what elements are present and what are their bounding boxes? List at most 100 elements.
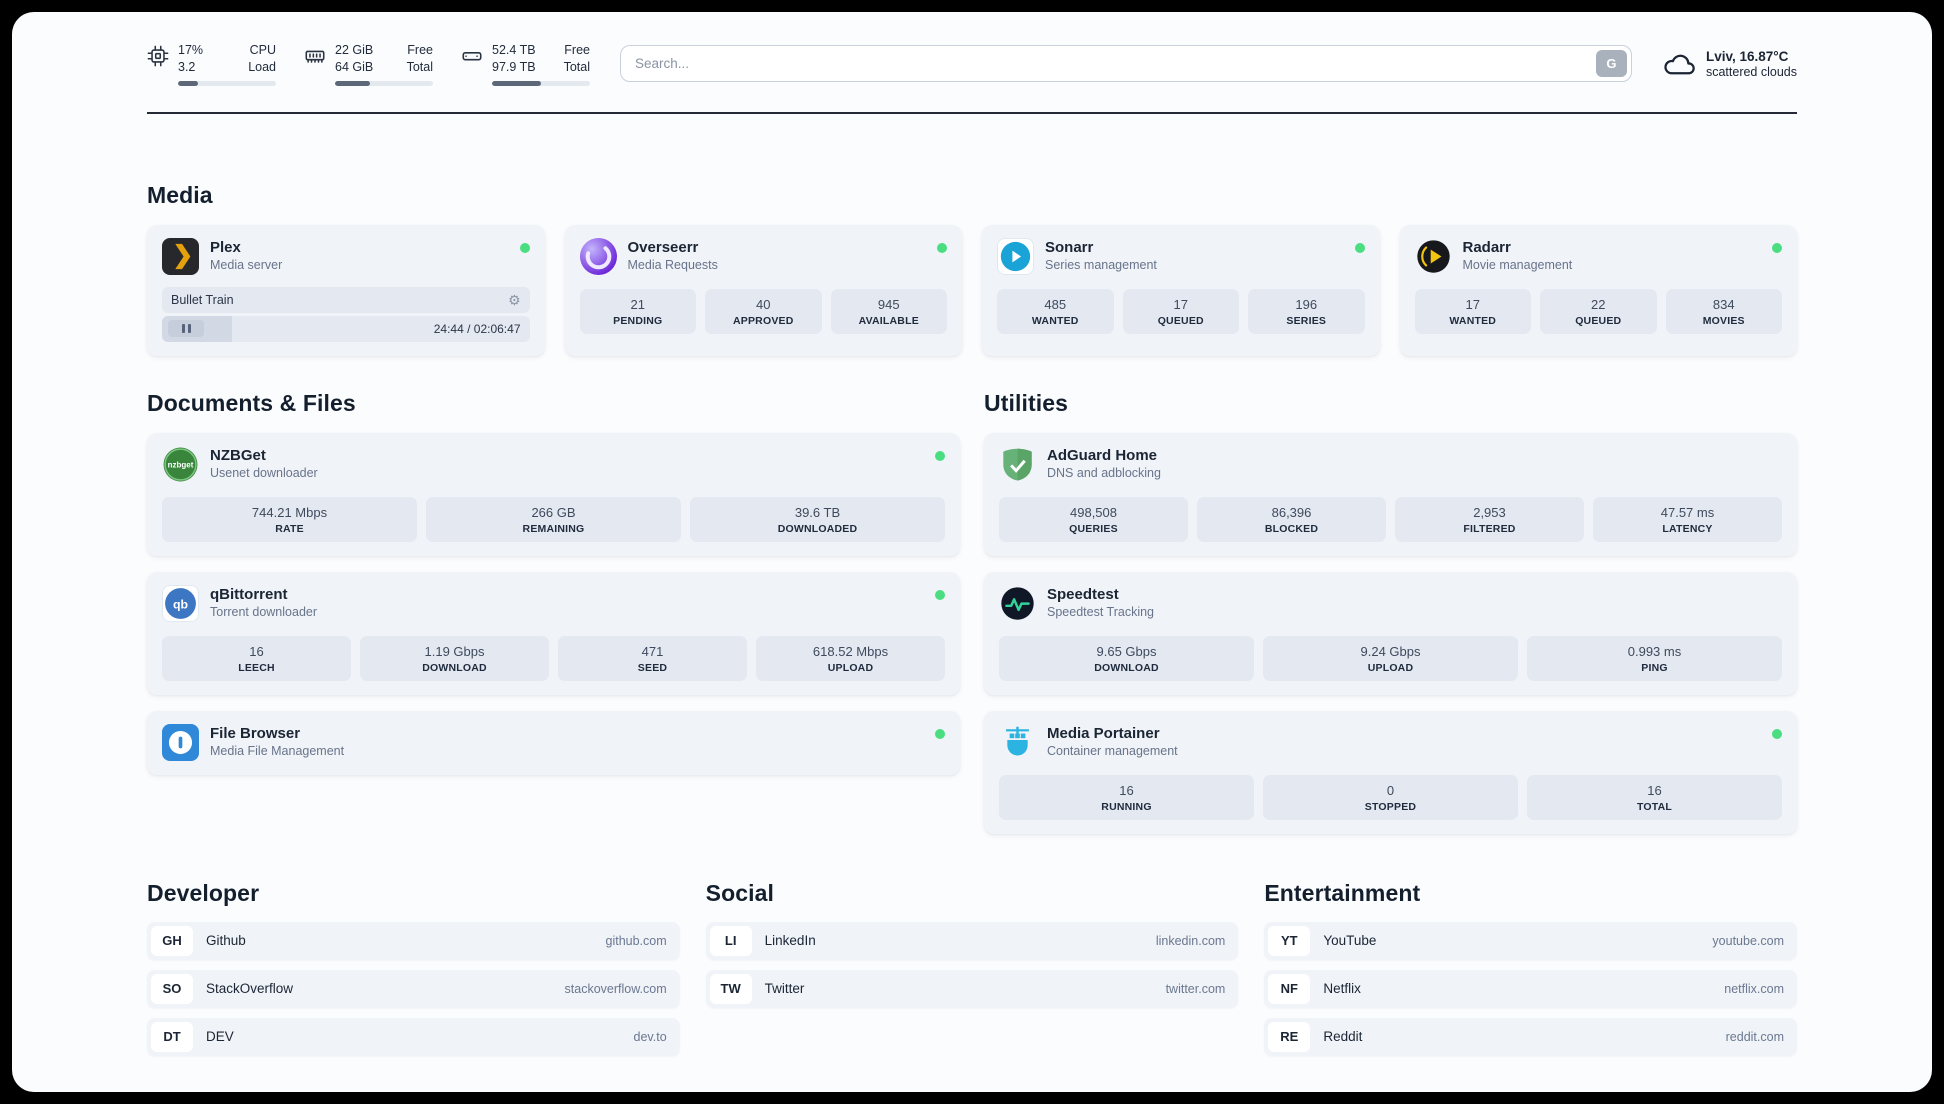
stat-label: DOWNLOAD [1094, 661, 1159, 674]
service-card-radarr[interactable]: Radarr Movie management 17 WANTED 22 QUE… [1399, 224, 1797, 356]
service-card-filebrowser[interactable]: File Browser Media File Management [147, 710, 960, 775]
service-subtitle: Movie management [1462, 257, 1573, 272]
stat-block: 2,953 FILTERED [1395, 496, 1584, 542]
bookmark-reddit[interactable]: RE Reddit reddit.com [1264, 1017, 1797, 1056]
plex-icon [162, 237, 199, 275]
dashboard-page: 17% 3.2 CPU Load [12, 12, 1932, 1092]
stat-block: 9.24 Gbps UPLOAD [1263, 635, 1518, 681]
cpu-widget: 17% 3.2 CPU Load [147, 42, 276, 86]
stat-block: 16 LEECH [162, 635, 351, 681]
disk-progress-track [492, 80, 590, 86]
stat-label: PENDING [613, 314, 663, 327]
stat-label: PING [1641, 661, 1668, 674]
stat-label: QUEUED [1575, 314, 1622, 327]
stat-value: 0.993 ms [1627, 643, 1682, 659]
system-stats: 17% 3.2 CPU Load [147, 42, 590, 86]
stat-value: 9.65 Gbps [1096, 643, 1157, 659]
bookmark-domain: youtube.com [1712, 933, 1784, 948]
bookmark-abbr: LI [709, 925, 752, 956]
bookmark-domain: linkedin.com [1155, 933, 1226, 948]
stat-block: 618.52 Mbps UPLOAD [756, 635, 945, 681]
bookmark-youtube[interactable]: YT YouTube youtube.com [1264, 921, 1797, 960]
status-dot [935, 589, 945, 600]
service-subtitle: DNS and adblocking [1047, 465, 1161, 480]
cpu-label: CPU [249, 43, 276, 57]
weather-widget: Lviv, 16.87°C scattered clouds [1662, 47, 1797, 81]
stat-value: 744.21 Mbps [251, 504, 328, 520]
stat-block: 39.6 TB DOWNLOADED [690, 496, 945, 542]
plex-now-playing: Bullet Train ⚙ 24:44 / 02:06:47 [162, 286, 530, 342]
bookmark-dev[interactable]: DT DEV dev.to [147, 1017, 680, 1056]
bookmark-group-social: Social LI LinkedIn linkedin.com TW Twitt… [705, 880, 1239, 1008]
playback-bar[interactable]: 24:44 / 02:06:47 [162, 315, 530, 342]
bookmark-abbr: RE [1268, 1021, 1311, 1052]
stat-value: 9.24 Gbps [1360, 643, 1421, 659]
service-card-plex[interactable]: Plex Media server Bullet Train ⚙ [147, 224, 545, 356]
overseerr-icon [579, 237, 617, 275]
search-provider-button[interactable]: G [1595, 50, 1627, 78]
memory-widget: 22 GiB 64 GiB Free Total [304, 42, 433, 86]
svg-text:nzbget: nzbget [168, 460, 194, 469]
disk-total-label: Total [563, 59, 590, 74]
bookmark-stackoverflow[interactable]: SO StackOverflow stackoverflow.com [147, 969, 680, 1008]
middle-columns: Documents & Files nzbget [147, 390, 1797, 834]
pause-button[interactable] [168, 320, 204, 338]
bookmark-netflix[interactable]: NF Netflix netflix.com [1264, 969, 1797, 1008]
section-title-media: Media [147, 181, 213, 208]
bookmark-name: Twitter [764, 981, 805, 997]
stat-value: 17 [1173, 296, 1188, 312]
bookmark-twitter[interactable]: TW Twitter twitter.com [705, 969, 1239, 1008]
stat-label: RATE [275, 522, 304, 535]
bookmark-linkedin[interactable]: LI LinkedIn linkedin.com [705, 921, 1239, 960]
stat-block: 16 RUNNING [999, 774, 1254, 820]
stat-value: 266 GB [531, 504, 576, 520]
service-subtitle: Speedtest Tracking [1047, 604, 1155, 619]
section-documents: Documents & Files nzbget [147, 390, 960, 775]
gear-icon[interactable]: ⚙ [507, 291, 521, 308]
stat-block: 86,396 BLOCKED [1197, 496, 1386, 542]
service-card-portainer[interactable]: Media Portainer Container management 16 … [984, 710, 1797, 834]
service-card-qbittorrent[interactable]: qb qBittorrent Torrent downloader [147, 571, 960, 695]
service-name: Speedtest [1047, 585, 1119, 603]
service-name: File Browser [210, 724, 301, 742]
search-input[interactable] [620, 45, 1632, 83]
memory-icon [304, 45, 326, 67]
stat-label: REMAINING [522, 522, 585, 535]
stat-value: 39.6 TB [794, 504, 841, 520]
bookmark-group-entertainment: Entertainment YT YouTube youtube.com NF … [1264, 880, 1797, 1056]
media-cards-row: Plex Media server Bullet Train ⚙ [147, 224, 1797, 356]
bookmark-name: Netflix [1323, 981, 1361, 997]
stat-value: 196 [1295, 296, 1318, 312]
stat-block: 9.65 Gbps DOWNLOAD [999, 635, 1254, 681]
stat-value: 16 [249, 643, 264, 659]
service-card-overseerr[interactable]: Overseerr Media Requests 21 PENDING 40 A… [564, 224, 962, 356]
bookmark-name: DEV [206, 1029, 234, 1045]
service-card-sonarr[interactable]: Sonarr Series management 485 WANTED 17 Q… [982, 224, 1380, 356]
dashboard-content: 17% 3.2 CPU Load [147, 12, 1797, 1092]
stat-block: 471 SEED [558, 635, 747, 681]
svg-text:qb: qb [173, 597, 189, 611]
service-name: qBittorrent [210, 585, 288, 603]
stat-value: 40 [756, 296, 771, 312]
status-dot [1772, 728, 1782, 739]
service-card-speedtest[interactable]: Speedtest Speedtest Tracking 9.65 Gbps D… [984, 571, 1797, 695]
service-card-nzbget[interactable]: nzbget NZBGet Usenet downloader 74 [147, 432, 960, 556]
stat-value: 21 [630, 296, 645, 312]
cpu-icon [147, 45, 169, 67]
stat-label: LEECH [238, 661, 275, 674]
stat-block: 17 QUEUED [1122, 288, 1239, 334]
stat-block: 40 APPROVED [705, 288, 822, 334]
service-subtitle: Usenet downloader [210, 465, 318, 480]
status-dot [1354, 242, 1365, 253]
memory-total-label: Total [406, 59, 433, 74]
bookmark-name: StackOverflow [206, 981, 294, 997]
stat-block: 17 WANTED [1414, 288, 1531, 334]
bookmark-github[interactable]: GH Github github.com [147, 921, 680, 960]
service-card-adguard[interactable]: AdGuard Home DNS and adblocking 498,508 … [984, 432, 1797, 556]
adguard-icon [999, 446, 1036, 483]
service-subtitle: Torrent downloader [210, 604, 318, 619]
stat-block: 485 WANTED [997, 288, 1114, 334]
stat-label: BLOCKED [1264, 522, 1319, 535]
playback-time: 24:44 / 02:06:47 [433, 321, 521, 336]
stat-value: 498,508 [1070, 504, 1117, 520]
